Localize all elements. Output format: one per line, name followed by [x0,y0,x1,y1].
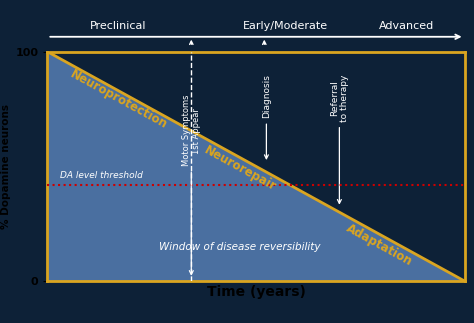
Text: Referral
to therapy: Referral to therapy [330,75,349,203]
Y-axis label: % Dopamine neurons: % Dopamine neurons [1,104,11,229]
X-axis label: Time (years): Time (years) [207,285,305,299]
Text: Early/Moderate: Early/Moderate [243,21,328,31]
Text: Motor Symptoms
1st Appear: Motor Symptoms 1st Appear [182,95,201,275]
Text: Window of disease reversibility: Window of disease reversibility [158,242,320,252]
Text: Neuroprotection: Neuroprotection [68,68,170,132]
Text: Diagnosis: Diagnosis [262,75,271,159]
Text: DA level threshold: DA level threshold [60,171,143,180]
Text: Preclinical: Preclinical [90,21,146,31]
Text: Adaptation: Adaptation [344,222,414,268]
Text: Neurorepair: Neurorepair [202,143,278,193]
Text: Advanced: Advanced [379,21,434,31]
